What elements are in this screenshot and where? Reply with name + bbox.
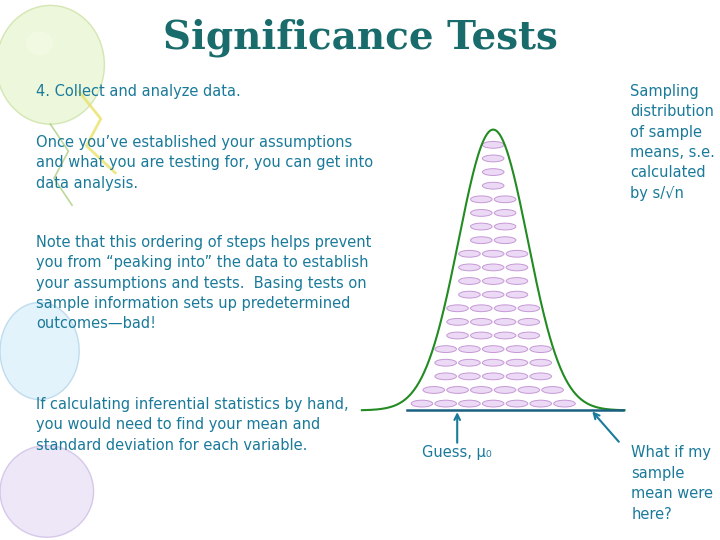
- Text: Note that this ordering of steps helps prevent
you from “peaking into” the data : Note that this ordering of steps helps p…: [36, 235, 372, 332]
- Ellipse shape: [506, 264, 528, 271]
- Ellipse shape: [495, 237, 516, 244]
- Ellipse shape: [0, 446, 94, 537]
- Ellipse shape: [471, 319, 492, 325]
- Ellipse shape: [542, 387, 563, 393]
- Ellipse shape: [423, 387, 445, 393]
- Ellipse shape: [530, 400, 552, 407]
- Text: If calculating inferential statistics by hand,
you would need to find your mean : If calculating inferential statistics by…: [36, 397, 348, 453]
- Ellipse shape: [471, 332, 492, 339]
- Ellipse shape: [459, 359, 480, 366]
- Ellipse shape: [494, 387, 516, 393]
- Ellipse shape: [446, 319, 469, 325]
- Ellipse shape: [482, 141, 504, 149]
- Ellipse shape: [506, 291, 528, 298]
- Text: Significance Tests: Significance Tests: [163, 19, 557, 57]
- Ellipse shape: [518, 319, 540, 325]
- Ellipse shape: [0, 5, 104, 124]
- Text: 4. Collect and analyze data.: 4. Collect and analyze data.: [36, 84, 240, 99]
- Ellipse shape: [494, 319, 516, 325]
- Ellipse shape: [411, 400, 433, 407]
- Ellipse shape: [494, 305, 516, 312]
- Ellipse shape: [482, 155, 504, 162]
- Ellipse shape: [459, 346, 480, 353]
- Ellipse shape: [518, 387, 540, 393]
- Ellipse shape: [435, 373, 456, 380]
- Ellipse shape: [482, 400, 504, 407]
- Text: What if my
sample
mean were
here?: What if my sample mean were here?: [631, 446, 714, 522]
- Ellipse shape: [482, 346, 504, 353]
- Ellipse shape: [471, 305, 492, 312]
- Ellipse shape: [446, 332, 469, 339]
- Ellipse shape: [530, 359, 552, 366]
- Ellipse shape: [506, 278, 528, 285]
- Ellipse shape: [506, 251, 528, 257]
- Ellipse shape: [482, 278, 504, 285]
- Ellipse shape: [482, 264, 504, 271]
- Ellipse shape: [506, 400, 528, 407]
- Ellipse shape: [518, 305, 540, 312]
- Ellipse shape: [494, 332, 516, 339]
- Ellipse shape: [446, 305, 469, 312]
- Ellipse shape: [482, 291, 504, 298]
- Ellipse shape: [482, 168, 504, 176]
- Ellipse shape: [459, 373, 480, 380]
- Ellipse shape: [435, 346, 456, 353]
- Ellipse shape: [471, 387, 492, 393]
- Ellipse shape: [471, 223, 492, 230]
- Ellipse shape: [26, 31, 53, 55]
- Ellipse shape: [506, 346, 528, 353]
- Ellipse shape: [459, 264, 480, 271]
- Ellipse shape: [435, 359, 456, 366]
- Ellipse shape: [495, 196, 516, 202]
- Ellipse shape: [459, 278, 480, 285]
- Ellipse shape: [482, 183, 504, 189]
- Ellipse shape: [518, 332, 540, 339]
- Ellipse shape: [0, 302, 79, 400]
- Text: Guess, μ₀: Guess, μ₀: [423, 446, 492, 461]
- Ellipse shape: [482, 251, 504, 257]
- Ellipse shape: [459, 400, 480, 407]
- Ellipse shape: [459, 291, 480, 298]
- Ellipse shape: [482, 359, 504, 366]
- Ellipse shape: [435, 400, 456, 407]
- Ellipse shape: [506, 359, 528, 366]
- Ellipse shape: [471, 210, 492, 217]
- Ellipse shape: [530, 373, 552, 380]
- Ellipse shape: [495, 210, 516, 217]
- Ellipse shape: [459, 251, 480, 257]
- Text: Once you’ve established your assumptions
and what you are testing for, you can g: Once you’ve established your assumptions…: [36, 135, 373, 191]
- Ellipse shape: [495, 223, 516, 230]
- Ellipse shape: [471, 196, 492, 202]
- Ellipse shape: [506, 373, 528, 380]
- Ellipse shape: [446, 387, 469, 393]
- Ellipse shape: [482, 373, 504, 380]
- Ellipse shape: [530, 346, 552, 353]
- Ellipse shape: [554, 400, 575, 407]
- Text: Sampling
distribution
of sample
means, s.e.
calculated
by s/√n: Sampling distribution of sample means, s…: [630, 84, 715, 201]
- Ellipse shape: [471, 237, 492, 244]
